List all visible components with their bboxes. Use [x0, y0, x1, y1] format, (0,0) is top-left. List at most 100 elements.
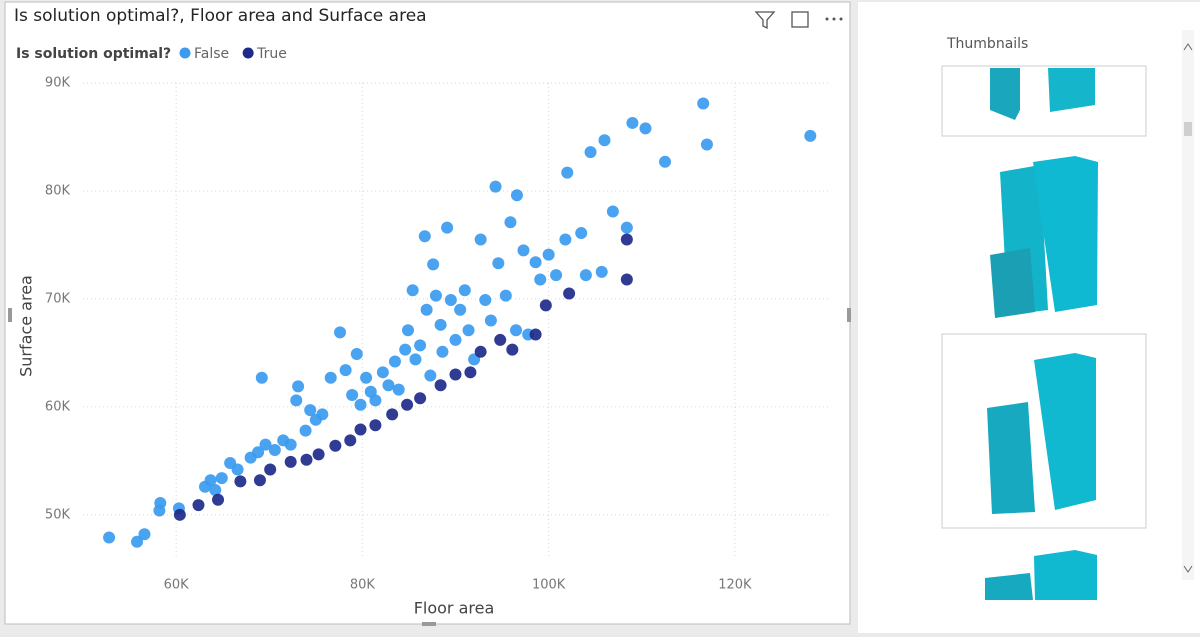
point [354, 398, 367, 411]
y-tick-label: 50K [45, 507, 71, 522]
point [354, 423, 367, 436]
point [598, 134, 611, 147]
point [312, 448, 325, 461]
point [575, 227, 588, 240]
point [595, 265, 608, 278]
point [606, 205, 619, 218]
resize-handles [8, 308, 851, 626]
point [386, 408, 399, 421]
point [424, 369, 437, 382]
y-tick-label: 80K [45, 183, 71, 198]
point [559, 233, 572, 246]
point [212, 493, 225, 506]
legend-marker [179, 47, 191, 59]
point [434, 379, 447, 392]
y-tick-label: 70K [45, 291, 71, 306]
point [474, 233, 487, 246]
legend-title: Is solution optimal? [16, 46, 171, 62]
point [659, 155, 672, 168]
point [626, 116, 639, 129]
point [579, 269, 592, 282]
point [334, 326, 347, 339]
thumbnail[interactable] [941, 65, 1147, 137]
point [436, 345, 449, 358]
point [414, 339, 427, 352]
point [388, 355, 401, 368]
point [138, 528, 151, 541]
point [360, 371, 373, 384]
point [231, 463, 244, 476]
y-tick-label: 60K [45, 399, 71, 414]
point [346, 388, 359, 401]
point [253, 474, 266, 487]
focus-icon[interactable] [791, 11, 809, 28]
point [369, 419, 382, 432]
point [300, 453, 313, 466]
point [510, 324, 523, 337]
point [234, 475, 247, 488]
y-tick-label: 90K [45, 76, 71, 91]
point [563, 287, 576, 300]
point [429, 289, 442, 302]
point [479, 293, 492, 306]
point [620, 221, 633, 234]
more-icon[interactable] [825, 17, 843, 21]
thumbnails [941, 65, 1147, 600]
point [304, 404, 317, 417]
point [264, 463, 277, 476]
point [517, 244, 530, 257]
visual-icons [754, 11, 843, 30]
legend-label: False [194, 46, 229, 62]
point [620, 273, 633, 286]
legend-label: True [256, 46, 287, 62]
point [192, 499, 205, 512]
point [209, 483, 222, 496]
chart-title: Is solution optimal?, Floor area and Sur… [14, 6, 427, 26]
x-tick-label: 80K [350, 578, 376, 593]
point [255, 371, 268, 384]
point [339, 364, 352, 377]
point [401, 398, 414, 411]
point [418, 230, 431, 243]
point [153, 504, 166, 517]
point [697, 97, 710, 110]
point [376, 366, 389, 379]
point [204, 474, 217, 487]
point [539, 299, 552, 312]
point [324, 371, 337, 384]
point [215, 472, 228, 485]
point [350, 347, 363, 360]
point [399, 343, 412, 356]
point [449, 333, 462, 346]
point [173, 508, 186, 521]
point [449, 368, 462, 381]
point [474, 345, 487, 358]
point [504, 216, 517, 229]
point [492, 257, 505, 270]
point [639, 122, 652, 135]
point [464, 366, 477, 379]
filter-icon[interactable] [754, 11, 776, 30]
point [369, 394, 382, 407]
point [620, 233, 633, 246]
point [561, 166, 574, 179]
x-tick-label: 60K [164, 578, 190, 593]
point [550, 269, 563, 282]
x-tick-label: 120K [718, 578, 752, 593]
point [804, 129, 817, 142]
point [409, 353, 422, 366]
point [700, 138, 713, 151]
point [284, 438, 297, 451]
point [584, 146, 597, 159]
scrollbar[interactable] [1182, 30, 1194, 580]
point [392, 383, 405, 396]
point [406, 284, 419, 297]
point [510, 189, 523, 202]
point [434, 318, 447, 331]
point [534, 273, 547, 286]
point [252, 446, 265, 459]
point [131, 535, 144, 548]
point [427, 258, 440, 271]
